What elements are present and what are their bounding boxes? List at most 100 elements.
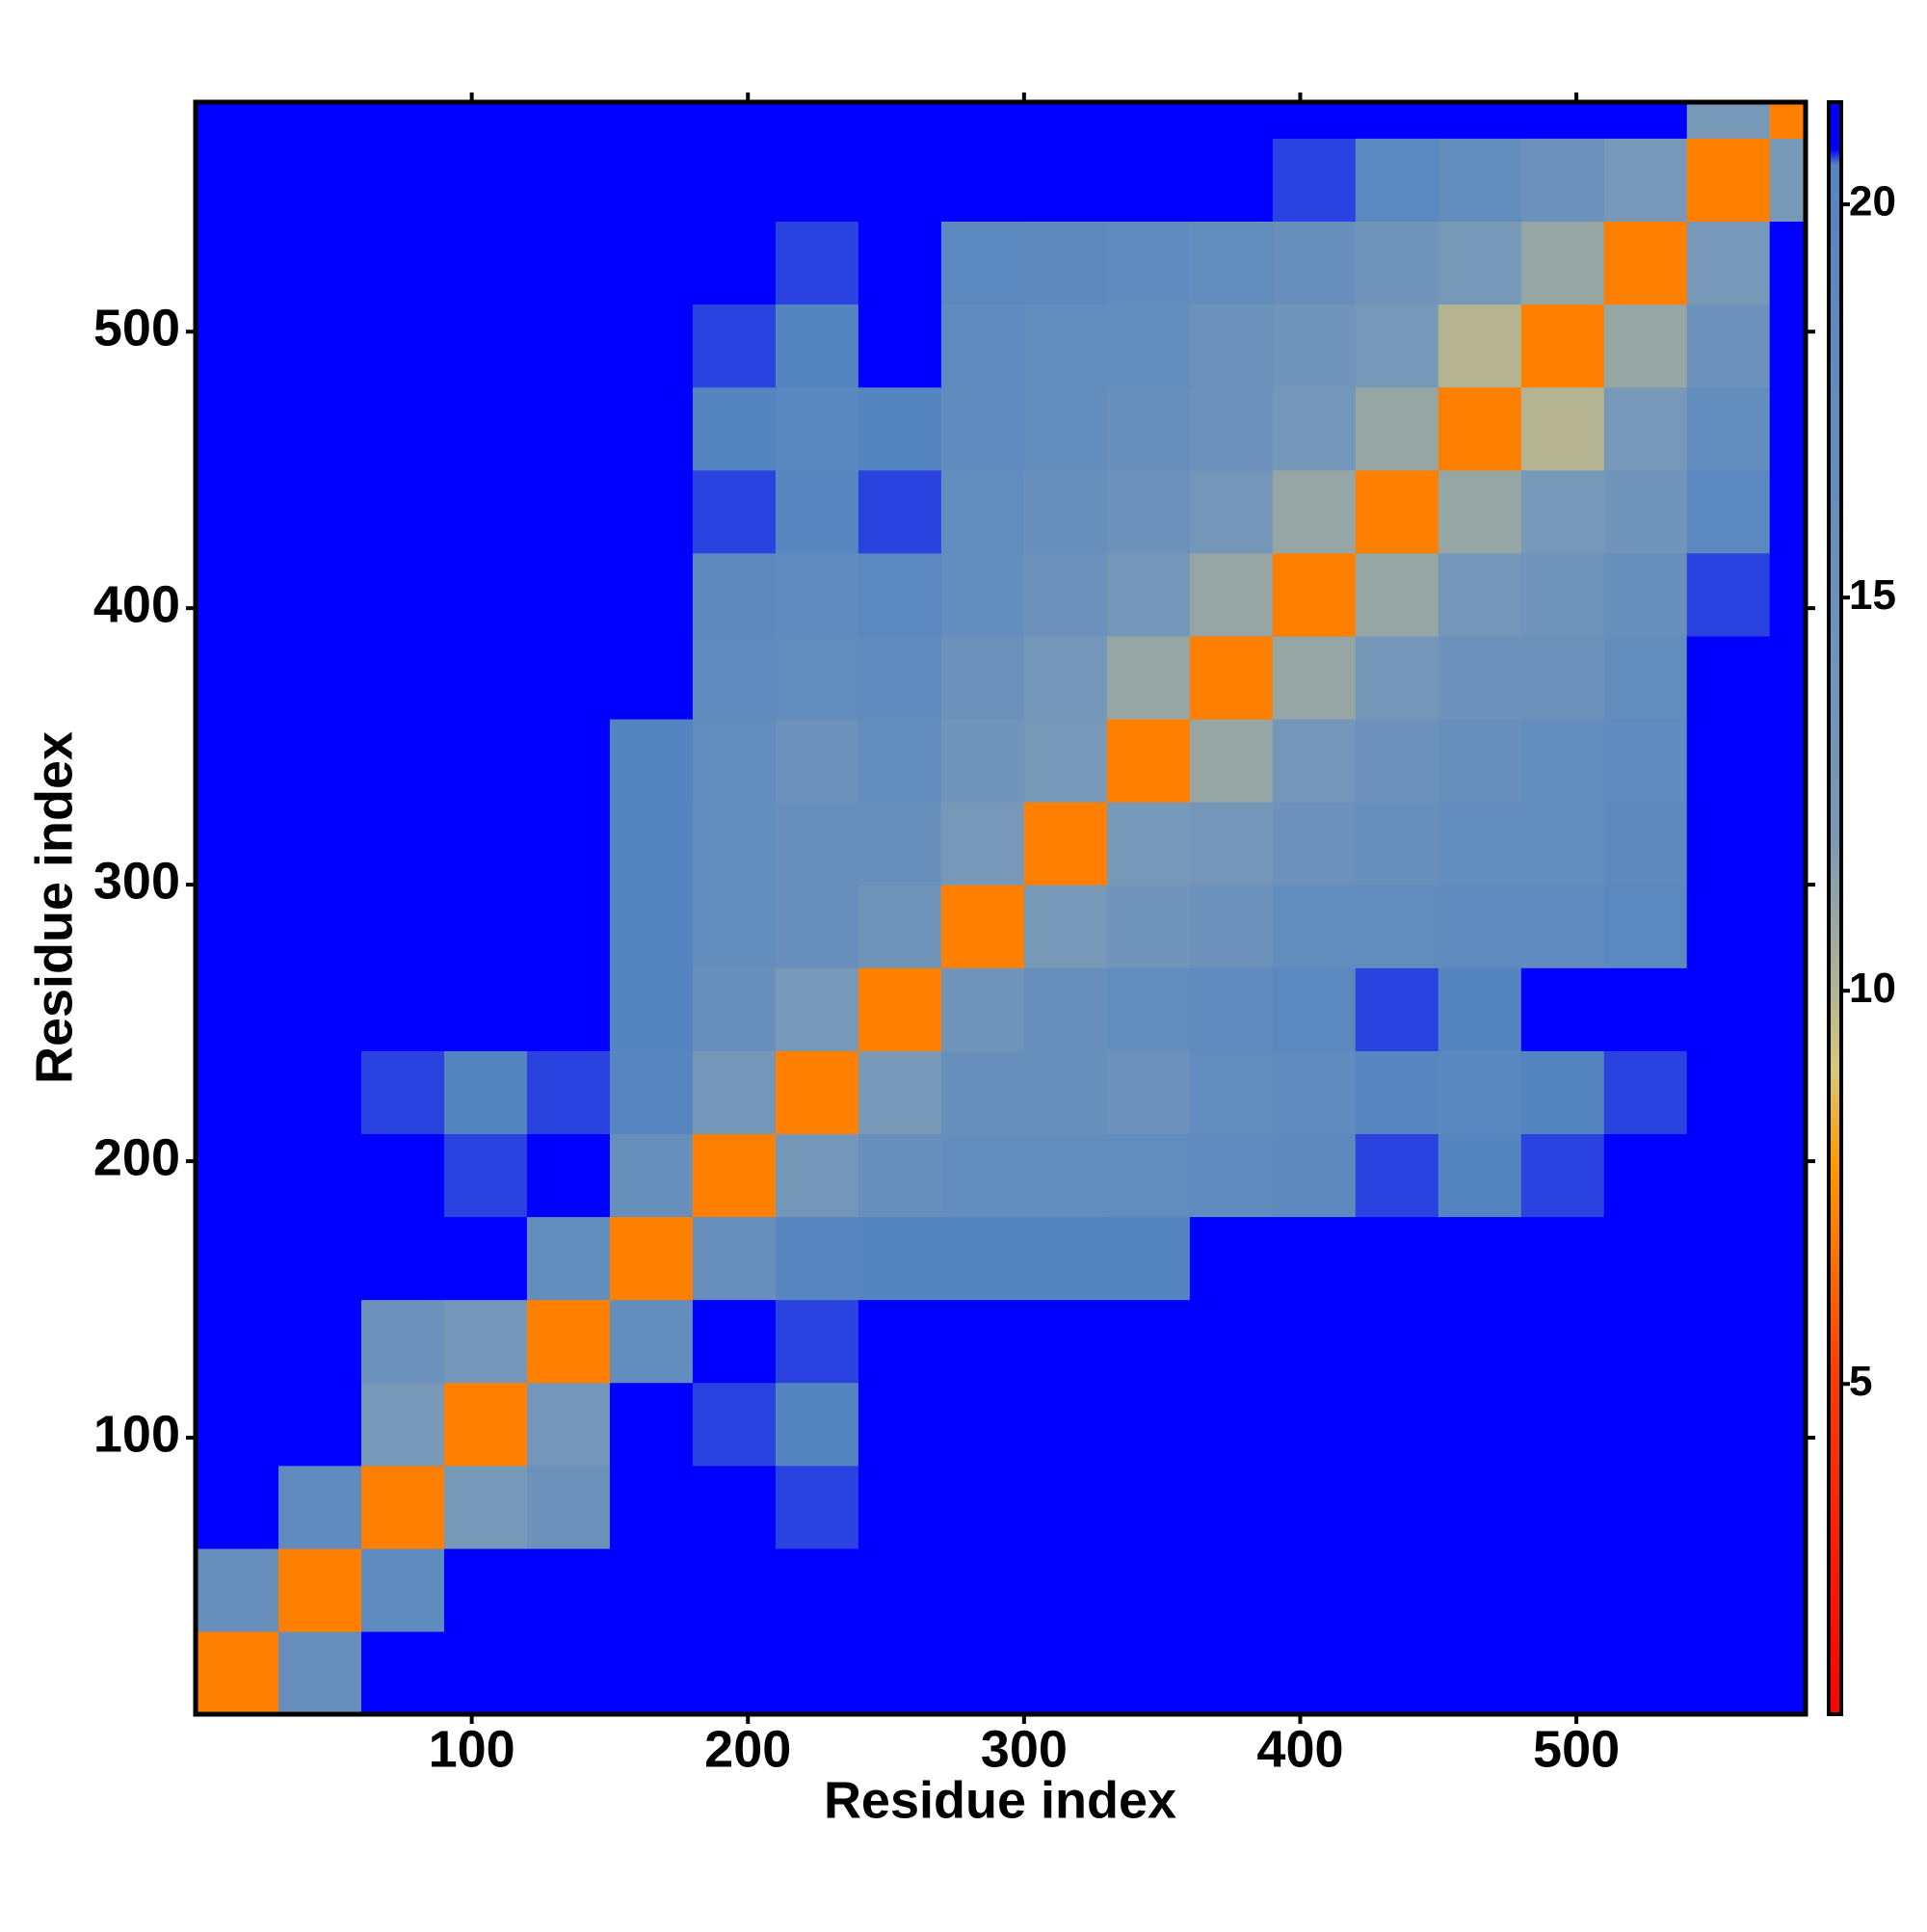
- heatmap-cell: [1769, 718, 1807, 803]
- heatmap-cell: [1355, 304, 1439, 388]
- heatmap-cell: [360, 221, 445, 305]
- heatmap-cell: [858, 304, 942, 388]
- heatmap-cell: [775, 386, 859, 471]
- heatmap-cell: [692, 967, 777, 1051]
- heatmap-cell: [1603, 635, 1688, 720]
- heatmap-cell: [1520, 1630, 1605, 1715]
- heatmap-cell: [775, 1299, 859, 1384]
- heatmap-cell: [277, 1133, 362, 1218]
- heatmap-cell: [1023, 221, 1108, 305]
- heatmap-cell: [1686, 1050, 1771, 1134]
- heatmap-cell: [775, 885, 859, 968]
- heatmap-cell: [1272, 1050, 1357, 1134]
- heatmap-cell: [443, 1216, 528, 1301]
- heatmap-cell: [1438, 635, 1522, 720]
- heatmap-cell: [858, 635, 942, 720]
- heatmap-cell: [609, 386, 694, 471]
- heatmap-cell: [858, 1216, 942, 1301]
- heatmap-cell: [277, 718, 362, 803]
- heatmap-cell: [775, 1630, 859, 1715]
- y-axis-title: Residue index: [25, 731, 83, 1084]
- heatmap-cell: [858, 1630, 942, 1715]
- heatmap-cell: [1603, 1382, 1688, 1467]
- heatmap-cell: [775, 1216, 859, 1301]
- heatmap-cell: [277, 221, 362, 305]
- heatmap-cell: [1686, 967, 1771, 1051]
- heatmap-cell: [443, 102, 528, 139]
- heatmap-cell: [277, 1548, 362, 1632]
- heatmap-cell: [1272, 221, 1357, 305]
- colorbar: [1827, 100, 1843, 1716]
- heatmap-cell: [940, 635, 1025, 720]
- heatmap-cell: [1603, 469, 1688, 554]
- heatmap-cell: [1189, 1465, 1274, 1549]
- heatmap-cell: [692, 552, 777, 637]
- heatmap-cell: [443, 552, 528, 637]
- heatmap-cell: [609, 885, 694, 968]
- heatmap-cell: [1438, 221, 1522, 305]
- heatmap-cell: [1438, 885, 1522, 968]
- heatmap-cell: [1438, 304, 1522, 388]
- heatmap-cell: [1686, 885, 1771, 968]
- heatmap-cell: [1272, 1133, 1357, 1218]
- heatmap-cell: [940, 221, 1025, 305]
- heatmap-cell: [360, 469, 445, 554]
- heatmap-cell: [775, 718, 859, 803]
- heatmap-cell: [1603, 1299, 1688, 1384]
- heatmap-cell: [858, 1133, 942, 1218]
- heatmap-cell: [940, 138, 1025, 222]
- heatmap-cell: [360, 1630, 445, 1715]
- heatmap-cell: [1189, 1630, 1274, 1715]
- heatmap-cell: [1769, 1548, 1807, 1632]
- heatmap-cell: [775, 1548, 859, 1632]
- heatmap-cell: [1520, 802, 1605, 886]
- heatmap-cell: [1769, 102, 1807, 139]
- heatmap-cell: [1769, 1133, 1807, 1218]
- heatmap-cell: [1769, 138, 1807, 222]
- heatmap-cell: [1189, 102, 1274, 139]
- heatmap-cell: [1355, 967, 1439, 1051]
- heatmap-cell: [360, 1133, 445, 1218]
- heatmap-cell: [940, 1382, 1025, 1467]
- heatmap-cell: [1520, 138, 1605, 222]
- heatmap-cell: [1189, 1050, 1274, 1134]
- heatmap-cell: [1106, 635, 1191, 720]
- heatmap-cell: [858, 138, 942, 222]
- heatmap-cell: [609, 967, 694, 1051]
- heatmap-cell: [1603, 967, 1688, 1051]
- heatmap-cell: [1189, 635, 1274, 720]
- heatmap-cell: [443, 1382, 528, 1467]
- heatmap-cell: [940, 386, 1025, 471]
- heatmap-cell: [1438, 1548, 1522, 1632]
- colorbar-tick-label: 5: [1849, 1358, 1872, 1405]
- heatmap-cell: [609, 1465, 694, 1549]
- heatmap-cell: [1769, 1382, 1807, 1467]
- heatmap-cell: [277, 1465, 362, 1549]
- heatmap-cell: [526, 1465, 611, 1549]
- heatmap-cell: [1520, 1216, 1605, 1301]
- heatmap-cell: [1520, 304, 1605, 388]
- heatmap-cell: [1686, 1548, 1771, 1632]
- heatmap-cell: [1106, 1548, 1191, 1632]
- heatmap-cell: [775, 635, 859, 720]
- heatmap-cell: [1355, 718, 1439, 803]
- heatmap-cell: [1272, 802, 1357, 886]
- heatmap-cell: [526, 469, 611, 554]
- heatmap-cell: [360, 802, 445, 886]
- heatmap-cell: [526, 718, 611, 803]
- heatmap-cell: [196, 1299, 279, 1384]
- heatmap-cell: [1189, 1299, 1274, 1384]
- heatmap-cell: [609, 1299, 694, 1384]
- x-tick-label: 500: [1533, 1720, 1620, 1778]
- heatmap-cell: [443, 138, 528, 222]
- heatmap-cell: [1438, 1465, 1522, 1549]
- heatmap-cell: [1520, 1299, 1605, 1384]
- heatmap-cell: [443, 1465, 528, 1549]
- heatmap-cell: [1769, 469, 1807, 554]
- heatmap-cell: [1603, 1548, 1688, 1632]
- heatmap-cell: [1438, 552, 1522, 637]
- heatmap-cell: [1769, 1465, 1807, 1549]
- heatmap-cell: [1520, 1382, 1605, 1467]
- heatmap-cell: [360, 885, 445, 968]
- heatmap-cell: [1355, 802, 1439, 886]
